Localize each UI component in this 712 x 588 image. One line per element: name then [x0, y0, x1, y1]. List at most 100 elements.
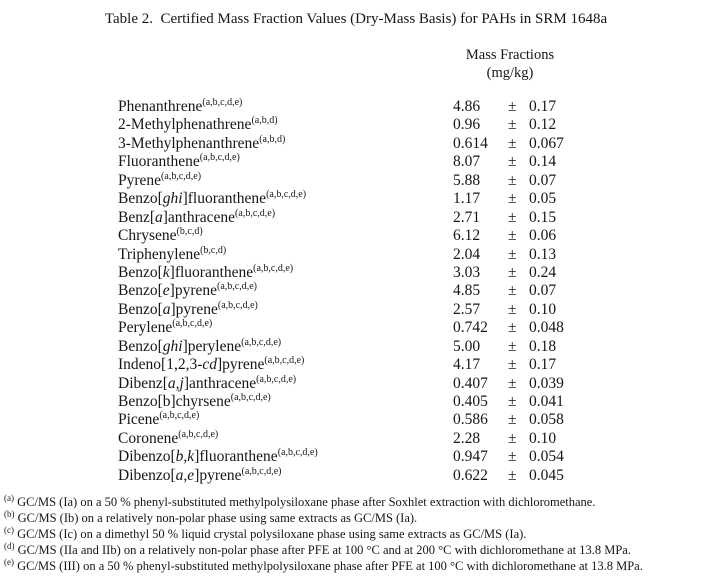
- table-row: 3-Methylphenanthrene(a,b,d) 0.614 ±0.067: [0, 133, 712, 153]
- compound-name-segment: ghi: [162, 190, 183, 208]
- table-row: Benzo[a]pyrene(a,b,c,d,e) 2.57 ±0.10: [0, 299, 712, 319]
- compound-name-segment: Coronene: [118, 429, 179, 447]
- compound-name-segment: a,j: [167, 374, 184, 392]
- compound-footnote-keys: (a,b,d): [259, 133, 286, 145]
- uncertainty-value: 0.05: [529, 190, 557, 208]
- mass-fraction-value: 2.28: [453, 429, 481, 447]
- compound-name-segment: ]anthracene: [183, 374, 257, 392]
- compound-footnote-keys: (a,b,c,d,e): [256, 373, 297, 385]
- uncertainty-value: 0.039: [529, 374, 564, 392]
- compound-name: Coronene(a,b,c,d,e): [118, 429, 218, 448]
- compound-name-segment: a: [162, 300, 171, 318]
- mass-fraction-value: 2.57: [453, 300, 481, 318]
- footnote-text: GC/MS (Ib) on a relatively non-polar pha…: [14, 511, 418, 525]
- mass-fraction-value: 6.12: [453, 227, 481, 245]
- compound-name-segment: 3-Methylphenanthrene: [118, 134, 260, 152]
- mass-fraction-value: 2.71: [453, 208, 481, 226]
- mass-fraction-value: 0.405: [453, 393, 488, 410]
- compound-name: Dibenzo[a,e]pyrene(a,b,c,d,e): [118, 465, 282, 485]
- plus-minus-symbol: ±: [508, 171, 517, 189]
- compound-name: Chrysene(b,c,d): [118, 226, 203, 245]
- compound-name-segment: Phenanthrene: [118, 98, 203, 115]
- uncertainty-value: 0.18: [529, 337, 557, 355]
- compound-name-segment: ]fluoranthene: [194, 448, 278, 466]
- compound-name: Phenanthrene(a,b,c,d,e): [118, 97, 242, 116]
- compound-footnote-keys: (a,b,c,d,e): [172, 318, 213, 330]
- compound-name-segment: Benzo[: [118, 190, 163, 208]
- mass-fraction-value: 5.00: [453, 337, 481, 355]
- mass-fraction-value: 5.88: [453, 171, 481, 189]
- plus-minus-symbol: ±: [508, 319, 517, 337]
- compound-name: Benzo[k]fluoranthene(a,b,c,d,e): [118, 262, 294, 282]
- compound-footnote-keys: (a,b,c,d,e): [217, 299, 258, 311]
- mass-fraction-value: 0.614: [453, 134, 488, 152]
- compound-name-segment: Benzo[: [118, 263, 163, 281]
- table-row: Dibenzo[b,k]fluoranthene(a,b,c,d,e) 0.947…: [0, 448, 712, 466]
- compound-footnote-keys: (a,b,c,d,e): [159, 410, 200, 422]
- plus-minus-symbol: ±: [508, 300, 517, 318]
- mass-fraction-value: 8.07: [453, 153, 481, 171]
- compound-name-segment: Benz[: [118, 208, 156, 226]
- compound-name-segment: Pyrene: [118, 171, 162, 189]
- mass-fraction-value: 3.03: [453, 263, 481, 281]
- table-row: 2-Methylphenathrene(a,b,d) 0.96 ±0.12: [0, 116, 712, 134]
- table-row: Dibenz[a,j]anthracene(a,b,c,d,e) 0.407 ±0.…: [0, 373, 712, 393]
- mass-fraction-value: 1.17: [453, 190, 481, 208]
- plus-minus-symbol: ±: [508, 337, 517, 355]
- compound-name: 2-Methylphenathrene(a,b,d): [118, 116, 278, 134]
- uncertainty-value: 0.14: [529, 153, 557, 171]
- uncertainty-value: 0.045: [529, 466, 564, 484]
- plus-minus-symbol: ±: [508, 393, 517, 410]
- compound-name: Benzo[a]pyrene(a,b,c,d,e): [118, 299, 258, 319]
- plus-minus-symbol: ±: [508, 356, 517, 374]
- column-header-line2: (mg/kg): [486, 64, 534, 81]
- plus-minus-symbol: ±: [508, 411, 517, 429]
- compound-name: Benzo[b]chyrsene(a,b,c,d,e): [118, 391, 271, 411]
- compound-name-segment: Benzo[: [118, 282, 163, 300]
- table-row: Benzo[e]pyrene(a,b,c,d,e) 4.85 ±0.07: [0, 282, 712, 300]
- plus-minus-symbol: ±: [508, 448, 517, 466]
- compound-footnote-keys: (a,b,c,d,e): [241, 336, 282, 348]
- compound-name: Indeno[1,2,3-cd]pyrene(a,b,c,d,e): [118, 355, 304, 374]
- table-row: Fluoranthene(a,b,c,d,e) 8.07 ±0.14: [0, 153, 712, 171]
- mass-fraction-value: 0.407: [453, 374, 488, 392]
- footnote-line: (a) GC/MS (Ia) on a 50 % phenyl-substitu…: [4, 493, 710, 510]
- compound-name: Dibenz[a,j]anthracene(a,b,c,d,e): [118, 373, 297, 393]
- mass-fraction-value: 0.742: [453, 319, 488, 337]
- compound-name-segment: ]fluoranthene: [182, 190, 267, 208]
- mass-fraction-value: 0.96: [453, 116, 481, 134]
- compound-footnote-keys: (a,b,c,d,e): [230, 391, 271, 403]
- compound-name-segment: Triphenylene: [118, 245, 201, 263]
- compound-name-segment: b,k: [175, 448, 195, 466]
- compound-name-segment: ]fluoranthene: [169, 263, 254, 281]
- compound-footnote-keys: (a,b,c,d,e): [241, 465, 282, 477]
- compound-name-segment: k: [162, 263, 170, 281]
- compound-name-segment: ghi: [162, 337, 183, 355]
- compound-name: 3-Methylphenanthrene(a,b,d): [118, 133, 286, 153]
- compound-name: Triphenylene(b,c,d): [118, 245, 226, 264]
- compound-name: Benzo[ghi]perylene(a,b,c,d,e): [118, 336, 282, 356]
- compound-name-segment: Dibenzo[: [118, 466, 176, 484]
- plus-minus-symbol: ±: [508, 227, 517, 245]
- uncertainty-value: 0.24: [529, 263, 557, 281]
- table-row: Chrysene(b,c,d) 6.12 ±0.06: [0, 226, 712, 245]
- compound-name: Fluoranthene(a,b,c,d,e): [118, 153, 240, 171]
- compound-name-segment: ]perylene: [182, 337, 242, 355]
- compound-name-segment: Indeno[1,2,3-: [118, 356, 203, 374]
- footnote-text: GC/MS (III) on a 50 % phenyl-substituted…: [14, 559, 643, 573]
- compound-name-segment: Benzo[: [118, 300, 163, 318]
- compound-name-segment: Dibenz[: [118, 374, 168, 392]
- compound-name-segment: ]anthracene: [162, 208, 236, 226]
- plus-minus-symbol: ±: [508, 153, 517, 171]
- uncertainty-value: 0.058: [529, 411, 564, 429]
- compound-name: Pyrene(a,b,c,d,e): [118, 171, 201, 190]
- compound-footnote-keys: (a,b,c,d,e): [235, 207, 276, 219]
- uncertainty-value: 0.10: [529, 300, 557, 318]
- compound-footnote-keys: (a,b,c,d,e): [253, 262, 294, 274]
- plus-minus-symbol: ±: [508, 374, 517, 392]
- uncertainty-value: 0.10: [529, 429, 557, 447]
- compound-name-segment: ]pyrene: [217, 356, 265, 374]
- footnote-marker: (c): [4, 524, 14, 535]
- uncertainty-value: 0.17: [529, 98, 557, 115]
- uncertainty-value: 0.07: [529, 282, 557, 300]
